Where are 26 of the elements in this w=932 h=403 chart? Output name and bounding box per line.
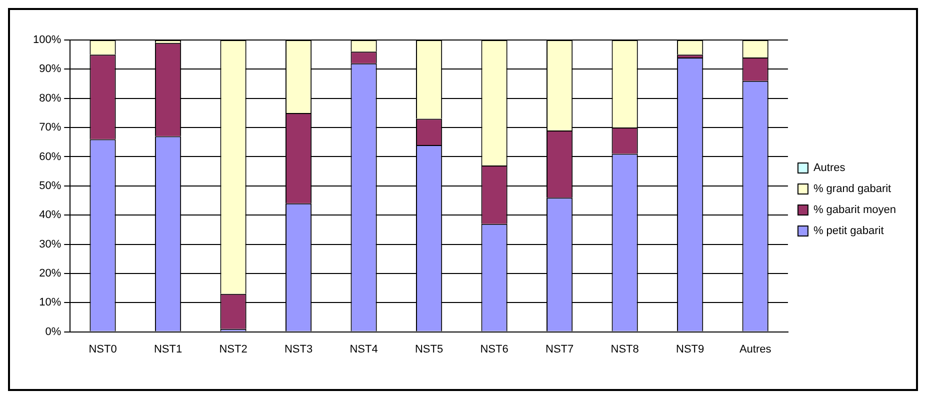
y-tick-label: 80% bbox=[39, 92, 62, 104]
y-tick-label: 30% bbox=[39, 238, 62, 250]
x-tick-label: Autres bbox=[739, 343, 772, 356]
y-tick-label: 20% bbox=[39, 267, 62, 280]
x-tick-label: NST1 bbox=[154, 343, 182, 356]
legend-label: Autres bbox=[813, 162, 846, 174]
y-tick-label: 100% bbox=[32, 34, 62, 46]
x-tick-label: NST3 bbox=[284, 343, 313, 356]
x-tick-label: NST8 bbox=[610, 343, 639, 356]
x-tick-label: NST7 bbox=[545, 343, 574, 356]
legend-label: % gabarit moyen bbox=[813, 204, 896, 216]
y-tick-label: 90% bbox=[39, 63, 62, 76]
x-tick-label: NST2 bbox=[219, 343, 248, 356]
legend-label: % grand gabarit bbox=[813, 183, 892, 196]
y-tick-label: 0% bbox=[45, 326, 62, 338]
x-tick-label: NST6 bbox=[480, 343, 508, 356]
x-tick-label: NST5 bbox=[414, 343, 444, 356]
y-tick-label: 50% bbox=[39, 180, 62, 192]
x-tick-label: NST4 bbox=[350, 343, 378, 356]
y-tick-label: 60% bbox=[39, 150, 62, 163]
legend-label: % petit gabarit bbox=[813, 225, 884, 238]
x-tick-label: NST0 bbox=[88, 343, 117, 356]
y-tick-label: 10% bbox=[39, 296, 62, 309]
y-tick-label: 40% bbox=[39, 209, 62, 222]
y-tick-label: 70% bbox=[39, 122, 62, 134]
x-tick-label: NST9 bbox=[676, 343, 704, 356]
